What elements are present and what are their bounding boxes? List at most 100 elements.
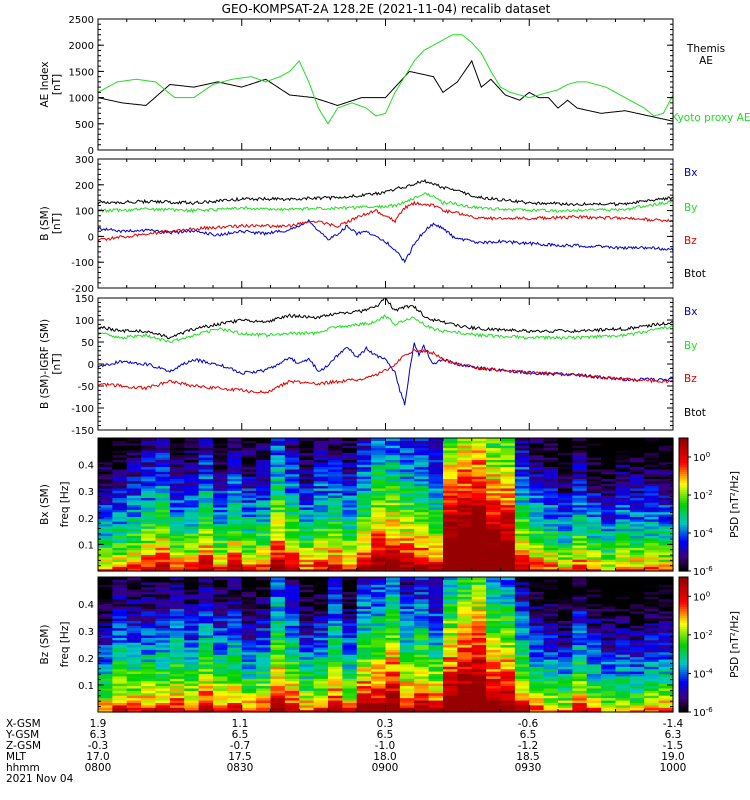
- spectrogram-cell: [241, 668, 257, 672]
- spectrogram-cell: [256, 516, 272, 520]
- spectrogram-cell: [658, 518, 674, 522]
- spectrogram-cell: [615, 704, 631, 708]
- spectrogram-cell: [270, 504, 286, 508]
- spectrogram-cell: [155, 675, 171, 679]
- spectrogram-cell: [572, 523, 588, 527]
- spectrogram-cell: [284, 603, 300, 607]
- spectrogram-cell: [184, 687, 200, 691]
- spectrogram-cell: [313, 610, 329, 614]
- spectrogram-cell: [601, 459, 617, 463]
- spectrogram-cell: [399, 523, 415, 527]
- spectrogram-cell: [371, 473, 387, 477]
- spectrogram-cell: [615, 447, 631, 451]
- spectrogram-cell: [371, 518, 387, 522]
- spectrogram-cell: [198, 663, 214, 667]
- spectrogram-cell: [284, 525, 300, 529]
- y-tick-label: -50: [78, 382, 94, 393]
- spectrogram-cell: [399, 685, 415, 689]
- spectrogram-cell: [256, 610, 272, 614]
- spectrogram-cell: [629, 528, 645, 532]
- spectrogram-cell: [471, 516, 487, 520]
- spectrogram-cell: [284, 610, 300, 614]
- spectrogram-cell: [299, 615, 315, 619]
- spectrogram-cell: [514, 471, 530, 475]
- spectrogram-cell: [227, 593, 243, 597]
- spectrogram-cell: [256, 540, 272, 544]
- spectrogram-cell: [198, 457, 214, 460]
- spectrogram-cell: [270, 656, 286, 660]
- spectrogram-cell: [615, 483, 631, 487]
- spectrogram-cell: [558, 568, 573, 572]
- spectrogram-cell: [112, 699, 128, 703]
- spectrogram-cell: [270, 608, 286, 612]
- spectrogram-cell: [328, 625, 343, 629]
- spectrogram-cell: [471, 530, 487, 534]
- spectrogram-cell: [198, 468, 214, 472]
- spectrogram-cell: [328, 603, 343, 607]
- spectrogram-cell: [356, 473, 372, 477]
- spectrogram-cell: [414, 704, 430, 708]
- spectrogram-cell: [385, 495, 401, 498]
- spectrogram-cell: [155, 668, 171, 672]
- spectrogram-cell: [543, 483, 559, 487]
- spectrogram-cell: [342, 581, 358, 585]
- spectrogram-cell: [385, 579, 401, 583]
- spectrogram-cell: [112, 549, 128, 553]
- spectrogram-cell: [256, 440, 272, 444]
- spectrogram-cell: [198, 452, 214, 456]
- spectrogram-cell: [399, 591, 415, 595]
- spectrogram-cell: [572, 586, 588, 590]
- spectrogram-cell: [399, 634, 415, 638]
- spectrogram-cell: [443, 547, 458, 551]
- spectrogram-cell: [155, 445, 171, 449]
- spectrogram-cell: [198, 642, 214, 646]
- spectrogram-cell: [572, 668, 588, 672]
- spectrogram-cell: [457, 459, 473, 463]
- spectrogram-cell: [227, 521, 243, 525]
- spectrogram-cell: [155, 533, 171, 536]
- spectrogram-cell: [371, 610, 387, 614]
- spectrogram-cell: [414, 566, 430, 570]
- spectrogram-cell: [299, 673, 315, 677]
- spectrogram-cell: [586, 608, 602, 612]
- spectrogram-cell: [98, 502, 113, 506]
- spectrogram-cell: [572, 471, 588, 475]
- spectrogram-cell: [457, 589, 473, 593]
- spectrogram-cell: [126, 556, 142, 560]
- spectrogram-cell: [644, 692, 660, 696]
- spectrogram-cell: [270, 613, 286, 617]
- spectrogram-cell: [299, 661, 315, 665]
- spectrogram-cell: [141, 651, 157, 655]
- spectrogram-cell: [342, 547, 358, 551]
- spectrogram-cell: [629, 454, 645, 458]
- spectrogram-cell: [284, 704, 300, 708]
- spectrogram-cell: [342, 535, 358, 539]
- spectrogram-cell: [399, 492, 415, 496]
- spectrogram-cell: [126, 540, 142, 544]
- spectrogram-cell: [270, 478, 286, 482]
- spectrogram-cell: [169, 598, 185, 602]
- spectrogram-cell: [328, 466, 343, 470]
- spectrogram-cell: [644, 642, 660, 646]
- colorbar-step: [679, 562, 688, 565]
- spectrogram-cell: [227, 509, 243, 513]
- spectrogram-cell: [586, 593, 602, 597]
- spectrogram-cell: [256, 563, 272, 567]
- spectrogram-cell: [414, 687, 430, 691]
- spectrogram-cell: [241, 603, 257, 607]
- spectrogram-cell: [615, 702, 631, 706]
- spectrogram-cell: [98, 495, 113, 498]
- spectrogram-cell: [270, 591, 286, 595]
- spectrogram-cell: [529, 651, 545, 655]
- spectrogram-cell: [500, 554, 516, 558]
- spectrogram-cell: [213, 485, 228, 489]
- spectrogram-cell: [198, 533, 214, 536]
- spectrogram-cell: [543, 497, 559, 501]
- spectrogram-cell: [256, 651, 272, 655]
- spectrogram-cell: [399, 584, 415, 588]
- spectrogram-cell: [169, 554, 185, 558]
- spectrogram-cell: [112, 554, 128, 558]
- spectrogram-cell: [543, 468, 559, 472]
- spectrogram-cell: [443, 568, 458, 572]
- spectrogram-cell: [558, 490, 573, 494]
